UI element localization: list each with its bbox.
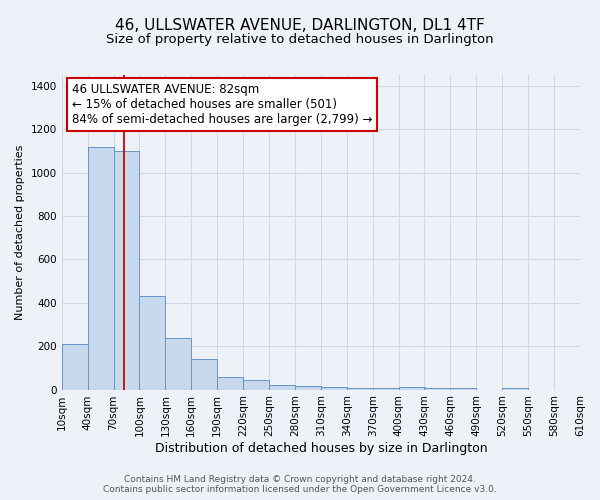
- Bar: [451, 388, 476, 390]
- Y-axis label: Number of detached properties: Number of detached properties: [15, 144, 25, 320]
- Bar: [502, 388, 528, 390]
- Bar: [217, 376, 243, 390]
- Text: Contains public sector information licensed under the Open Government Licence v3: Contains public sector information licen…: [103, 485, 497, 494]
- Bar: [113, 151, 139, 390]
- Bar: [398, 388, 425, 390]
- Bar: [166, 338, 191, 390]
- Text: 46 ULLSWATER AVENUE: 82sqm
← 15% of detached houses are smaller (501)
84% of sem: 46 ULLSWATER AVENUE: 82sqm ← 15% of deta…: [72, 83, 373, 126]
- Bar: [62, 344, 88, 390]
- Bar: [295, 386, 321, 390]
- Text: Contains HM Land Registry data © Crown copyright and database right 2024.: Contains HM Land Registry data © Crown c…: [124, 475, 476, 484]
- Bar: [88, 146, 113, 390]
- Bar: [347, 388, 373, 390]
- Bar: [424, 388, 451, 390]
- Bar: [139, 296, 166, 390]
- Bar: [373, 388, 398, 390]
- Text: 46, ULLSWATER AVENUE, DARLINGTON, DL1 4TF: 46, ULLSWATER AVENUE, DARLINGTON, DL1 4T…: [115, 18, 485, 32]
- Bar: [269, 385, 295, 390]
- X-axis label: Distribution of detached houses by size in Darlington: Distribution of detached houses by size …: [155, 442, 487, 455]
- Bar: [243, 380, 269, 390]
- Text: Size of property relative to detached houses in Darlington: Size of property relative to detached ho…: [106, 32, 494, 46]
- Bar: [321, 388, 347, 390]
- Bar: [191, 359, 217, 390]
